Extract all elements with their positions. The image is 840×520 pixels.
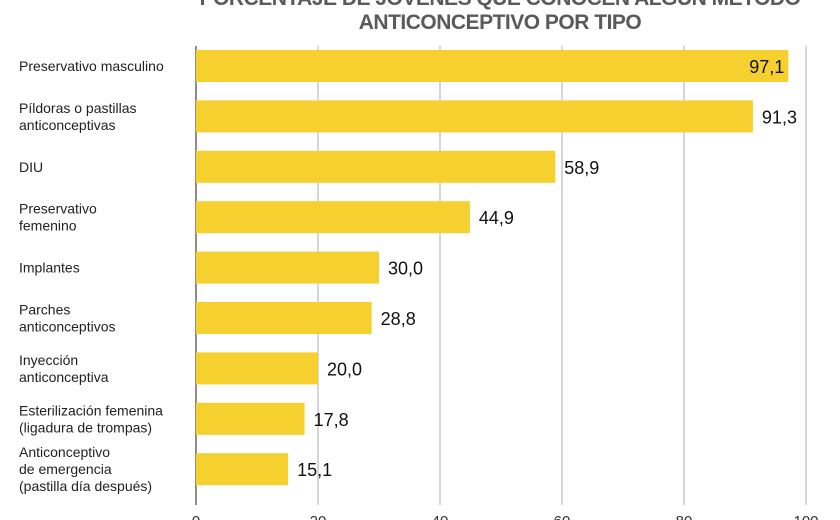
- category-label: (ligadura de trompas): [19, 419, 152, 435]
- category-label: Anticonceptivo: [19, 444, 110, 460]
- x-tick-label: 60: [554, 513, 571, 520]
- bar: [196, 402, 305, 435]
- bar: [196, 50, 789, 82]
- category-label: Píldoras o pastillas: [19, 100, 137, 116]
- chart-title-line-2: ANTICONCEPTIVO POR TIPO: [358, 11, 642, 34]
- x-tick-label: 0: [192, 513, 200, 520]
- category-label: anticonceptivos: [19, 319, 116, 335]
- category-label: Esterilización femenina: [19, 402, 163, 418]
- x-tick-label: 100: [793, 513, 818, 520]
- value-label: 97,1: [749, 57, 784, 77]
- bar: [196, 251, 379, 284]
- value-label: 30,0: [388, 259, 423, 279]
- value-label: 17,8: [314, 410, 349, 430]
- category-label: anticonceptivas: [19, 117, 116, 133]
- category-label: (pastilla día después): [19, 478, 152, 494]
- category-label: Preservativo masculino: [19, 58, 164, 74]
- category-label: de emergencia: [19, 461, 112, 477]
- category-label: Inyección: [19, 352, 78, 368]
- bar: [196, 150, 556, 183]
- value-label: 28,8: [381, 309, 416, 329]
- category-label: Implantes: [19, 260, 80, 276]
- category-label: DIU: [19, 159, 43, 175]
- value-label: 15,1: [297, 460, 332, 480]
- category-label: femenino: [19, 218, 77, 234]
- category-label: Preservativo: [19, 201, 97, 217]
- x-tick-label: 20: [310, 513, 327, 520]
- bar: [196, 302, 372, 334]
- x-tick-label: 40: [432, 513, 449, 520]
- x-tick-label: 80: [676, 513, 693, 520]
- value-label: 44,9: [479, 208, 514, 228]
- value-label: 20,0: [327, 359, 362, 379]
- bar: [196, 201, 470, 234]
- bar: [196, 453, 289, 486]
- bar: [196, 100, 753, 133]
- category-label: anticonceptiva: [19, 369, 109, 385]
- bar: [196, 352, 318, 385]
- value-label: 58,9: [564, 158, 599, 178]
- category-label: Parches: [19, 302, 70, 318]
- chart-title-line-1: PORCENTAJE DE JÓVENES QUE CONOCEN ALGÚN …: [180, 0, 820, 11]
- value-label: 91,3: [762, 107, 797, 127]
